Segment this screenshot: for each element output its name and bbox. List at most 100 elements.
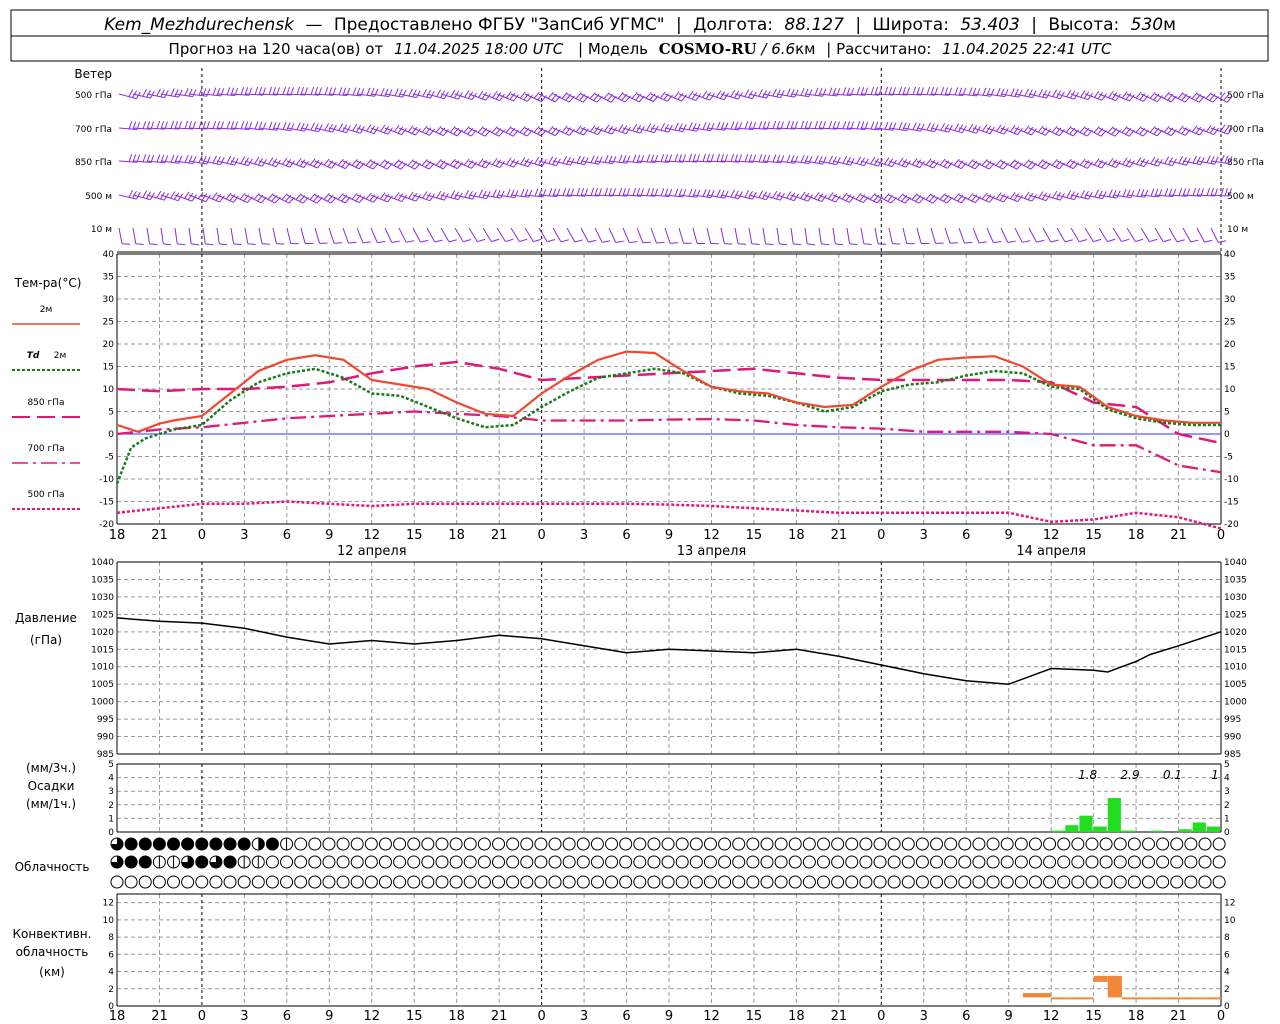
wind-barb-feather xyxy=(1136,92,1141,98)
wind-barb-shaft xyxy=(819,228,821,244)
wind-barb-feather xyxy=(339,87,342,95)
wind-barb-feather xyxy=(660,92,665,98)
cloud-circle-outline xyxy=(337,838,349,850)
y-tick-right: 1035 xyxy=(1224,575,1247,585)
wind-barb-shaft xyxy=(483,128,499,136)
precip-total-label: 0.1 xyxy=(1163,768,1182,782)
cloud-cover-circle-icon xyxy=(733,838,745,850)
wind-barb-icon xyxy=(735,228,746,244)
wind-barb-feather xyxy=(707,123,710,130)
cloud-circle-outline xyxy=(1072,876,1084,888)
cloud-cover-circle-icon xyxy=(153,856,165,868)
wind-barb-feather xyxy=(661,123,665,130)
x-tick-label: 18 xyxy=(788,528,805,543)
precip-bar xyxy=(1094,827,1107,832)
convective-bar xyxy=(1094,976,1108,982)
wind-barb-feather xyxy=(129,190,133,197)
cloud-circle-outline xyxy=(1044,876,1056,888)
wind-barb-feather xyxy=(226,193,231,199)
wind-barb-shaft xyxy=(1029,161,1045,169)
wind-barb-feather xyxy=(241,87,244,95)
cloud-cover-circle-icon xyxy=(379,856,391,868)
wind-barb-feather xyxy=(857,121,860,129)
wind-barb-feather xyxy=(548,126,553,132)
cloud-cover-circle-icon xyxy=(125,876,137,888)
wind-barb-feather xyxy=(912,158,917,164)
wind-barb-shaft xyxy=(441,128,457,136)
wind-barb-feather xyxy=(163,244,171,245)
wind-barb-feather xyxy=(1117,191,1120,198)
wind-barb-feather xyxy=(828,193,833,199)
cloud-cover-circle-icon xyxy=(1114,876,1126,888)
wind-barb-feather xyxy=(1029,90,1033,97)
cloud-circle-outline xyxy=(719,856,731,868)
wind-barb-shaft xyxy=(777,228,779,244)
wind-barb-feather xyxy=(717,190,720,197)
cloud-circle-outline xyxy=(1086,876,1098,888)
cloud-cover-circle-icon xyxy=(676,876,688,888)
wind-barb-shaft xyxy=(1085,128,1101,136)
wind-barb-icon xyxy=(1043,228,1059,242)
wind-barb-feather xyxy=(193,89,196,96)
wind-barb-feather xyxy=(420,240,428,242)
wind-barb-shaft xyxy=(469,128,485,136)
cloud-circle-outline xyxy=(563,838,575,850)
wind-barb-icon xyxy=(903,228,915,244)
cloud-cover-circle-icon xyxy=(860,838,872,850)
x-tick-label: 6 xyxy=(962,1009,970,1024)
cloud-cover-circle-icon xyxy=(676,838,688,850)
cloud-cover-circle-icon xyxy=(1142,876,1154,888)
wind-barb-feather xyxy=(633,188,636,196)
cloud-circle-outline xyxy=(803,876,815,888)
cloud-cover-circle-icon xyxy=(719,856,731,868)
cloud-cover-circle-icon xyxy=(139,838,151,850)
wind-barb-feather xyxy=(492,127,497,133)
wind-barb-feather xyxy=(324,194,329,200)
wind-barb-feather xyxy=(157,121,160,129)
cloud-cover-circle-icon xyxy=(1058,856,1070,868)
cloud-circle-outline xyxy=(1157,876,1169,888)
x-tick-label: 3 xyxy=(920,528,928,543)
wind-barb-icon xyxy=(441,228,457,242)
wind-barb-shaft xyxy=(329,228,334,243)
wind-barb-feather xyxy=(781,90,785,97)
cloud-circle-outline xyxy=(1100,856,1112,868)
cloud-cover-circle-icon xyxy=(860,856,872,868)
wind-barb-feather xyxy=(408,160,413,166)
y-tick-left: 2 xyxy=(108,985,114,995)
wind-barb-icon xyxy=(259,228,270,244)
pressure-ticks: 1040 10401035 10351030 10301025 10251020 1020… xyxy=(91,558,1247,760)
wind-barb-feather xyxy=(1197,157,1201,164)
precip-bar xyxy=(1193,822,1206,832)
cloud-cover-circle-icon xyxy=(408,876,420,888)
wind-barb-feather xyxy=(282,158,287,165)
cloud-cover-circle-icon xyxy=(1058,838,1070,850)
forecast-prefix: Прогноз на 120 часа(ов) от xyxy=(169,40,384,58)
wind-barb-shaft xyxy=(637,94,653,102)
wind-barb-feather xyxy=(1079,240,1087,242)
cloud-cover-circle-icon xyxy=(1128,876,1140,888)
wind-barb-feather xyxy=(815,121,817,129)
wind-barb-icon xyxy=(315,228,328,243)
cloud-cover-circle-icon xyxy=(549,856,561,868)
cloud-cover-circle-icon xyxy=(591,856,603,868)
wind-barb-icon xyxy=(791,228,801,245)
cloud-cover-circle-icon xyxy=(803,838,815,850)
wind-barb-feather xyxy=(324,159,329,165)
cloud-cover-circle-icon xyxy=(818,838,830,850)
wind-barb-shaft xyxy=(315,195,331,203)
wind-barb-feather xyxy=(964,242,972,243)
cloud-cover-circle-icon xyxy=(959,838,971,850)
wind-barb-feather xyxy=(643,242,651,243)
forecast-time: 11.04.2025 18:00 UTC xyxy=(394,40,564,58)
wind-barb-feather xyxy=(1201,157,1205,164)
cloud-circle-outline xyxy=(775,838,787,850)
wind-barb-feather xyxy=(464,159,469,165)
wind-barb-icon xyxy=(693,228,705,243)
cloud-circle-outline xyxy=(620,838,632,850)
wind-barb-feather xyxy=(717,122,720,129)
wind-barb-feather xyxy=(941,87,944,95)
wind-barb-feather xyxy=(1112,160,1117,166)
cloud-cover-circle-icon xyxy=(224,876,236,888)
cloud-cover-circle-icon xyxy=(634,856,646,868)
